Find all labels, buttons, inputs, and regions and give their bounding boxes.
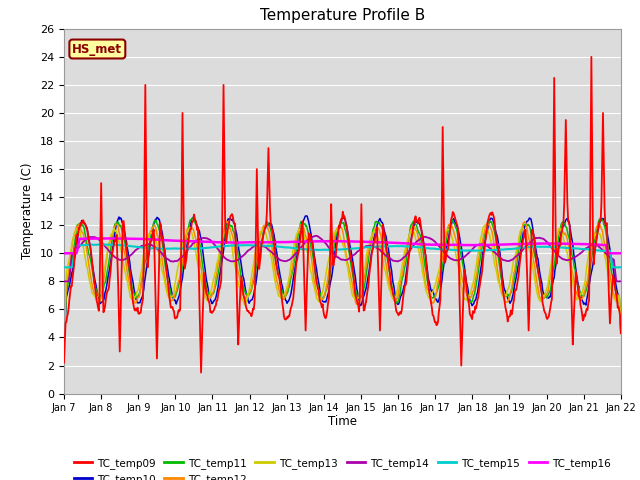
TC_temp14 <box>428 236 435 242</box>
TC_temp13 <box>60 335 68 340</box>
TC_temp10 <box>214 288 221 294</box>
TC_temp11 <box>617 325 625 331</box>
Line: TC_temp09: TC_temp09 <box>64 57 621 372</box>
TC_temp14 <box>617 278 625 284</box>
TC_temp12 <box>70 233 78 239</box>
Y-axis label: Temperature (C): Temperature (C) <box>22 163 35 260</box>
TC_temp09 <box>60 360 68 365</box>
TC_temp10 <box>428 288 435 293</box>
TC_temp13 <box>410 229 418 235</box>
TC_temp13 <box>426 292 434 298</box>
TC_temp11 <box>184 227 192 233</box>
TC_temp14 <box>312 233 319 239</box>
TC_temp12 <box>223 218 230 224</box>
TC_temp15 <box>214 244 222 250</box>
TC_temp15 <box>411 244 419 250</box>
TC_temp16 <box>60 251 68 256</box>
TC_temp11 <box>214 274 221 280</box>
TC_temp13 <box>214 260 221 265</box>
TC_temp16 <box>104 236 112 241</box>
TC_temp11 <box>426 292 434 298</box>
TC_temp16 <box>428 242 435 248</box>
TC_temp14 <box>60 278 68 284</box>
Line: TC_temp16: TC_temp16 <box>64 239 621 253</box>
Line: TC_temp11: TC_temp11 <box>64 217 621 337</box>
TC_temp14 <box>214 245 221 251</box>
TC_temp13 <box>127 294 135 300</box>
TC_temp10 <box>302 213 310 219</box>
TC_temp09 <box>197 370 205 375</box>
TC_temp09 <box>214 292 222 298</box>
TC_temp09 <box>184 242 192 248</box>
Title: Temperature Profile B: Temperature Profile B <box>260 9 425 24</box>
TC_temp11 <box>127 281 135 287</box>
TC_temp16 <box>214 240 222 245</box>
TC_temp12 <box>411 225 419 231</box>
TC_temp14 <box>411 241 419 247</box>
TC_temp10 <box>127 271 135 277</box>
TC_temp09 <box>411 216 419 221</box>
TC_temp10 <box>60 335 68 340</box>
X-axis label: Time: Time <box>328 415 357 428</box>
TC_temp13 <box>70 231 78 237</box>
TC_temp10 <box>70 259 78 265</box>
TC_temp10 <box>411 220 419 226</box>
TC_temp09 <box>428 300 435 306</box>
TC_temp09 <box>70 262 78 268</box>
TC_temp15 <box>185 246 193 252</box>
Line: TC_temp10: TC_temp10 <box>64 216 621 337</box>
TC_temp15 <box>128 243 136 249</box>
TC_temp11 <box>60 335 68 340</box>
TC_temp15 <box>617 264 625 270</box>
TC_temp13 <box>617 323 625 329</box>
TC_temp16 <box>70 251 78 256</box>
TC_temp11 <box>70 244 78 250</box>
TC_temp16 <box>128 236 136 241</box>
TC_temp10 <box>617 329 625 335</box>
TC_temp16 <box>411 241 419 247</box>
Legend: TC_temp09, TC_temp10, TC_temp11, TC_temp12, TC_temp13, TC_temp14, TC_temp15, TC_: TC_temp09, TC_temp10, TC_temp11, TC_temp… <box>69 454 616 480</box>
TC_temp09 <box>588 54 595 60</box>
TC_temp12 <box>60 335 68 340</box>
TC_temp16 <box>185 238 193 244</box>
TC_temp12 <box>214 267 221 273</box>
TC_temp14 <box>184 247 192 252</box>
TC_temp16 <box>617 251 625 256</box>
Line: TC_temp15: TC_temp15 <box>64 244 621 267</box>
TC_temp10 <box>184 238 192 243</box>
TC_temp14 <box>127 252 135 257</box>
TC_temp12 <box>617 325 625 331</box>
TC_temp09 <box>617 330 625 336</box>
TC_temp11 <box>410 219 418 225</box>
TC_temp15 <box>70 252 78 258</box>
Line: TC_temp13: TC_temp13 <box>64 225 621 337</box>
Line: TC_temp14: TC_temp14 <box>64 236 621 281</box>
TC_temp15 <box>60 264 68 270</box>
TC_temp14 <box>70 250 78 256</box>
TC_temp12 <box>127 288 135 294</box>
TC_temp12 <box>428 297 435 302</box>
TC_temp15 <box>428 246 435 252</box>
TC_temp15 <box>98 241 106 247</box>
TC_temp09 <box>127 285 135 290</box>
TC_temp13 <box>184 228 192 234</box>
TC_temp13 <box>481 222 489 228</box>
TC_temp11 <box>597 215 605 220</box>
Text: HS_met: HS_met <box>72 43 122 56</box>
Line: TC_temp12: TC_temp12 <box>64 221 621 337</box>
TC_temp12 <box>184 225 192 231</box>
